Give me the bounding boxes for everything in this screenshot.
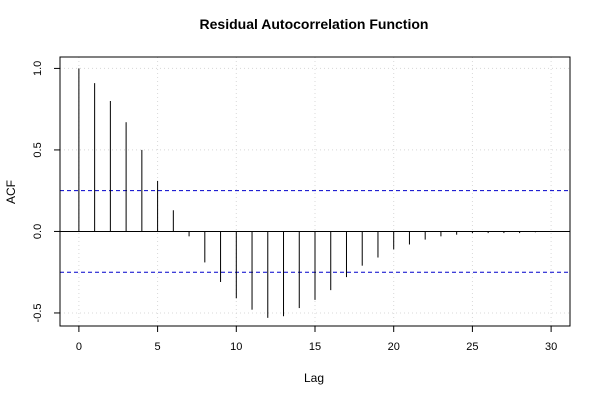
y-tick-label: -0.5 xyxy=(32,303,44,322)
x-tick-label: 10 xyxy=(230,341,242,353)
y-axis-label: ACF xyxy=(4,180,18,204)
chart-title: Residual Autocorrelation Function xyxy=(200,16,429,32)
y-tick-label: 0.0 xyxy=(32,224,44,239)
x-tick-label: 0 xyxy=(76,341,82,353)
x-axis: 0 5 10 15 20 25 30 xyxy=(76,325,557,353)
x-tick-label: 25 xyxy=(466,341,478,353)
x-tick-label: 5 xyxy=(155,341,161,353)
y-tick-label: 1.0 xyxy=(32,61,44,76)
x-tick-label: 30 xyxy=(545,341,557,353)
x-tick-label: 20 xyxy=(388,341,400,353)
y-axis: -0.5 0.0 0.5 1.0 xyxy=(32,61,61,322)
x-axis-label: Lag xyxy=(304,371,324,385)
y-tick-label: 0.5 xyxy=(32,142,44,157)
x-tick-label: 15 xyxy=(309,341,321,353)
plot-frame xyxy=(59,56,571,327)
acf-bars xyxy=(78,68,536,318)
